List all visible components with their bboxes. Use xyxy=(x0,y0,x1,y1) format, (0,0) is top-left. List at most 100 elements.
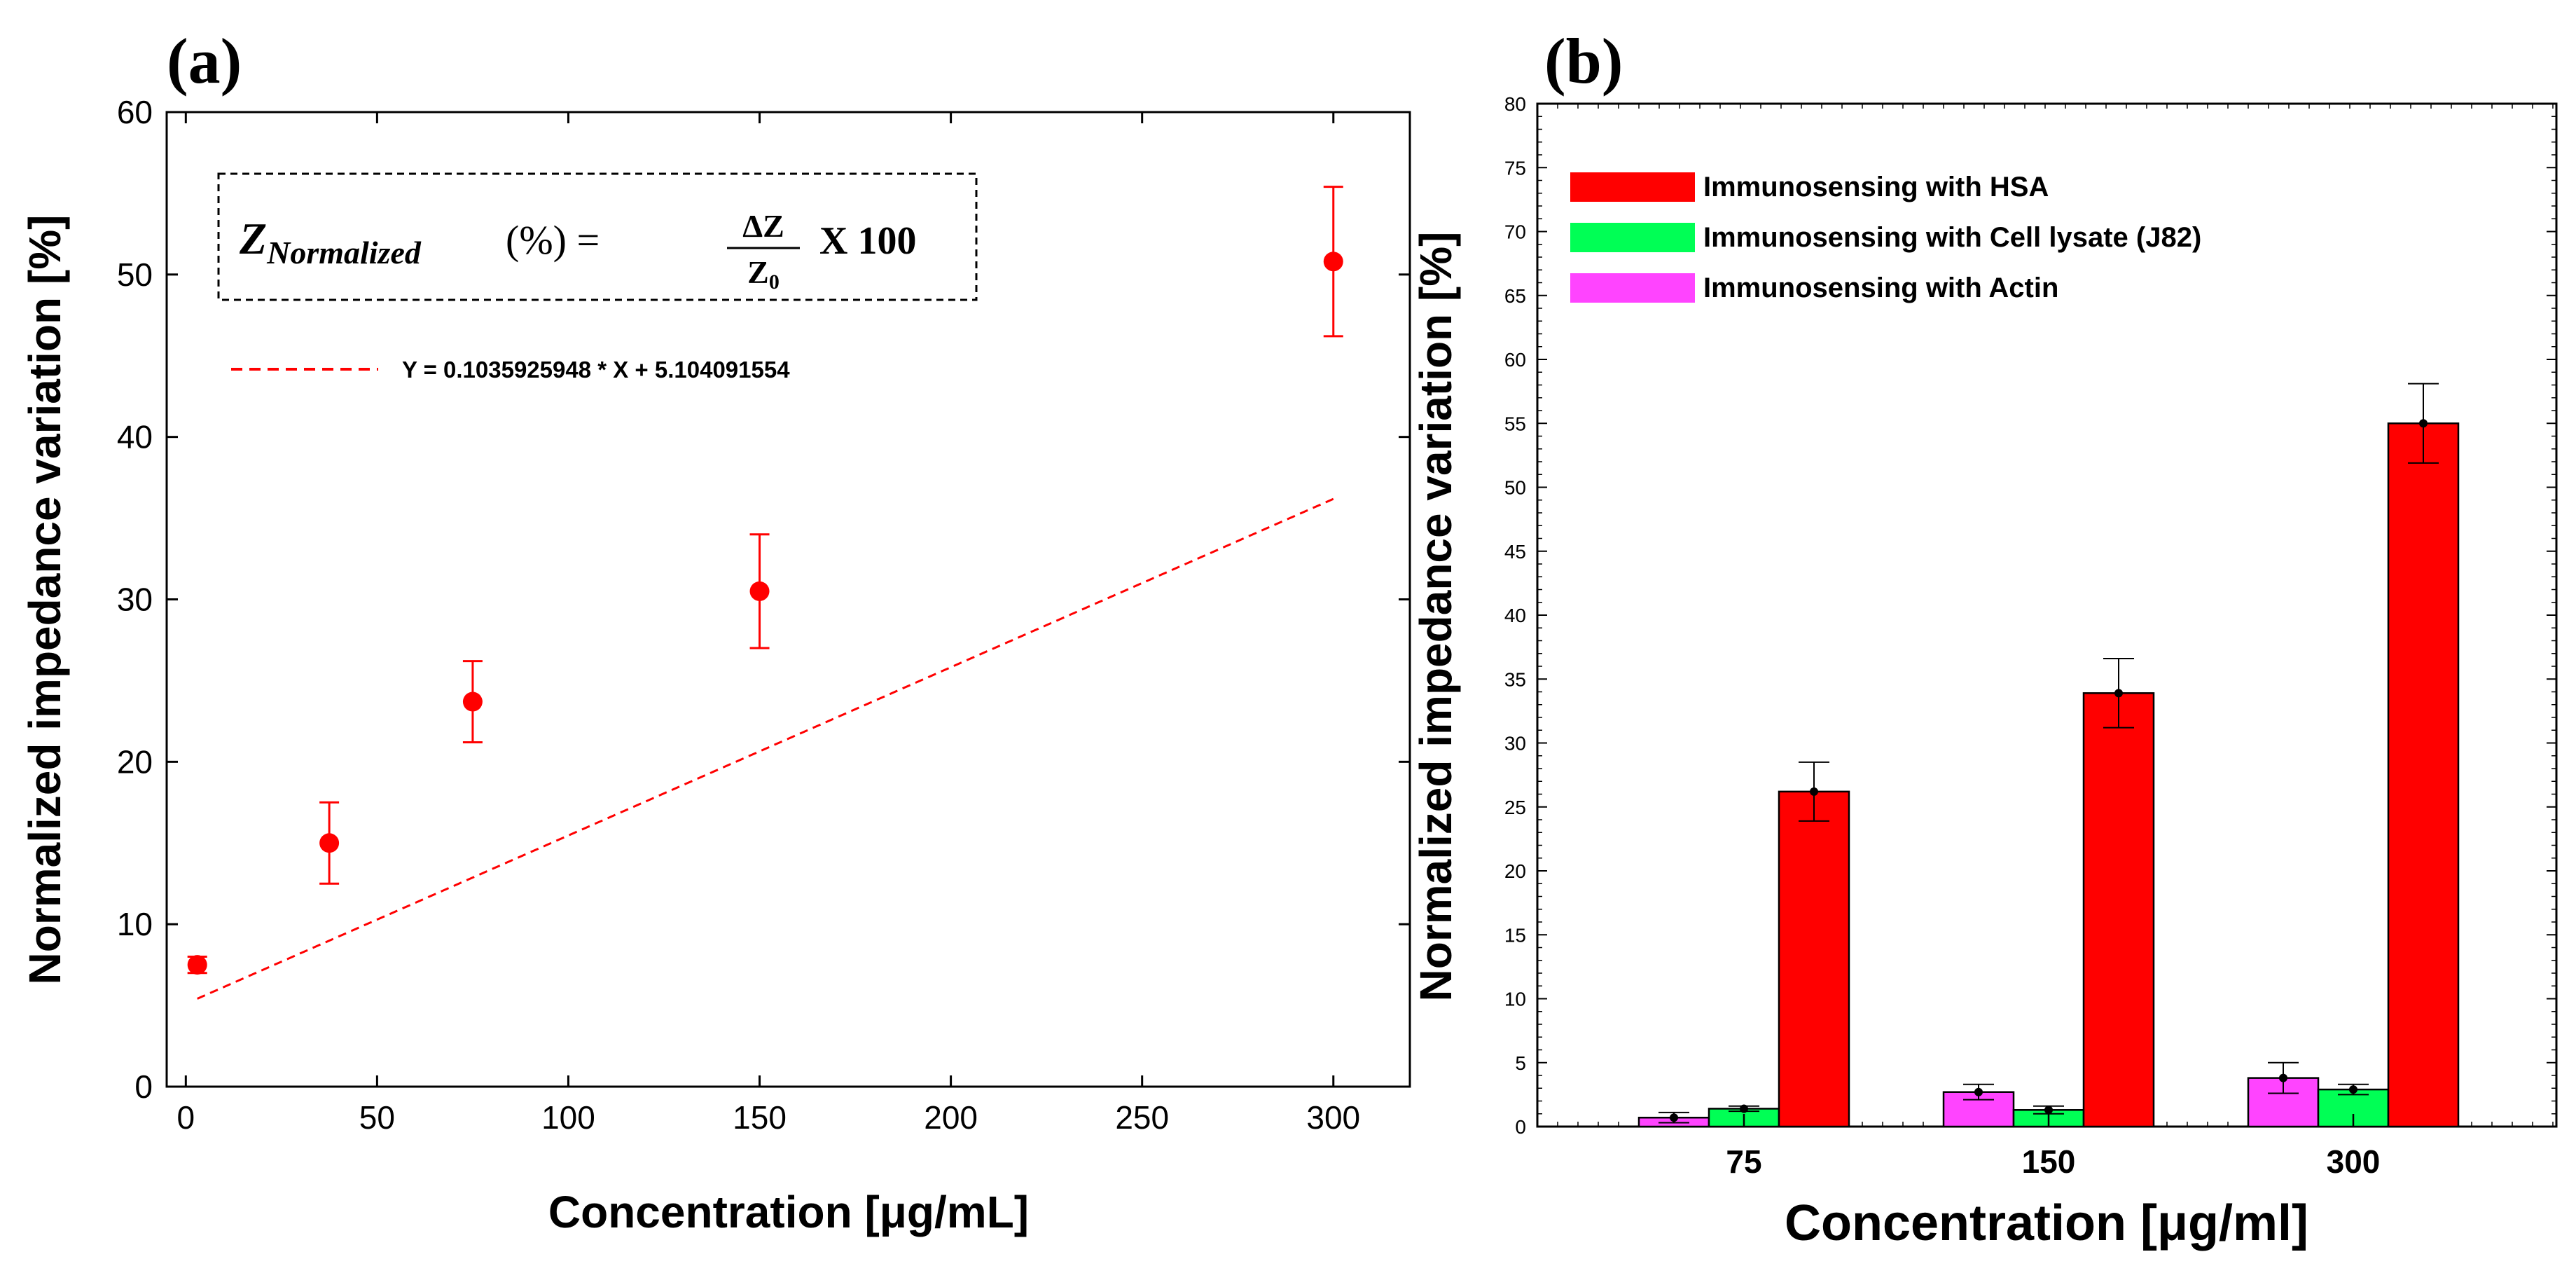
x-tick-label: 250 xyxy=(1115,1099,1169,1136)
panel-b: (b) 0 5 10 15 20 25 30 35 40 45 50 55 60 65 70 75 80 75 1… xyxy=(1411,25,2558,1251)
legend-swatch xyxy=(1570,273,1695,303)
formula-numerator: ΔZ xyxy=(742,208,784,244)
formula-box-border xyxy=(217,172,978,301)
bar xyxy=(2387,422,2460,1128)
y-tick-label: 30 xyxy=(117,582,153,618)
x-category-label: 150 xyxy=(2022,1143,2076,1180)
bar xyxy=(2082,692,2155,1128)
panel-b-bars xyxy=(1637,383,2460,1128)
y-tick-label: 50 xyxy=(1504,477,1526,499)
panel-a-data-points xyxy=(187,186,1343,975)
y-tick-label: 50 xyxy=(117,256,153,293)
bar xyxy=(1778,790,1850,1128)
panel-b-x-categories: 75 150 300 xyxy=(1726,1114,2380,1180)
x-tick-label: 150 xyxy=(733,1099,787,1136)
y-tick-label: 35 xyxy=(1504,668,1526,690)
formula-lhs-main: Z xyxy=(239,214,267,263)
formula-denominator-main: Z xyxy=(747,254,769,290)
fit-legend: Y = 0.1035925948 * X + 5.104091554 xyxy=(231,357,790,383)
bar-mean-marker xyxy=(2114,689,2123,698)
data-point xyxy=(462,660,483,744)
x-tick-label: 200 xyxy=(924,1099,978,1136)
data-point xyxy=(319,801,340,885)
bar-mean-marker xyxy=(1740,1104,1748,1113)
point-marker xyxy=(319,833,340,853)
y-tick-label: 60 xyxy=(1504,349,1526,371)
y-tick-label: 25 xyxy=(1504,797,1526,818)
panel-a-label: (a) xyxy=(167,25,242,97)
formula-multiplier: X 100 xyxy=(819,219,916,263)
x-tick-label: 0 xyxy=(177,1099,195,1136)
x-tick-label: 300 xyxy=(1306,1099,1360,1136)
y-tick-label: 20 xyxy=(1504,860,1526,882)
panel-b-y-ticks: 0 5 10 15 20 25 30 35 40 45 50 55 60 65 70 75 80 xyxy=(1504,93,2556,1138)
y-tick-label: 0 xyxy=(134,1068,153,1105)
bar-group-item xyxy=(2247,1061,2320,1128)
bar-group-item xyxy=(2317,1083,2390,1128)
fit-line xyxy=(197,497,1334,1000)
panel-b-legend: Immunosensing with HSA Immunosensing with… xyxy=(1570,172,2201,303)
y-tick-label: 10 xyxy=(117,906,153,942)
y-tick-label: 40 xyxy=(117,419,153,455)
data-point xyxy=(749,533,770,649)
bar-group-item xyxy=(1942,1083,2015,1128)
x-tick-label: 50 xyxy=(359,1099,395,1136)
y-tick-label: 20 xyxy=(117,743,153,780)
panel-b-y-axis-title: Normalized impedance variation [%] xyxy=(1411,232,1461,1002)
formula-denominator: Z0 xyxy=(747,254,780,294)
bar-mean-marker xyxy=(1974,1087,1983,1096)
y-tick-label: 60 xyxy=(117,94,153,130)
point-marker xyxy=(749,581,770,601)
formula-lhs-sub: Normalized xyxy=(266,235,422,270)
legend-swatch xyxy=(1570,172,1695,202)
y-tick-label: 70 xyxy=(1504,221,1526,243)
x-tick-label: 100 xyxy=(541,1099,595,1136)
bar-mean-marker xyxy=(2044,1106,2053,1115)
formula-box: ZNormalized (%) = ΔZ Z0 X 100 xyxy=(217,172,978,301)
bar-mean-marker xyxy=(2349,1085,2357,1094)
panel-a-x-ticks: 0 50 100 150 200 250 300 xyxy=(177,112,1360,1136)
y-tick-label: 55 xyxy=(1504,413,1526,434)
point-marker xyxy=(462,692,483,712)
formula-denominator-sub: 0 xyxy=(769,270,780,294)
panel-b-x-axis-title: Concentration [μg/ml] xyxy=(1785,1195,2308,1251)
legend-item: Immunosensing with Cell lysate (J82) xyxy=(1570,222,2201,253)
y-tick-label: 5 xyxy=(1515,1052,1526,1074)
legend-item: Immunosensing with Actin xyxy=(1570,273,2058,303)
data-point xyxy=(187,955,207,975)
legend-label: Immunosensing with HSA xyxy=(1703,172,2049,202)
y-tick-label: 65 xyxy=(1504,285,1526,307)
bar-group-item xyxy=(2387,383,2460,1128)
y-tick-label: 75 xyxy=(1504,157,1526,179)
panel-b-label: (b) xyxy=(1544,25,1623,97)
formula-lhs: ZNormalized xyxy=(239,214,422,270)
bar-mean-marker xyxy=(2419,419,2428,428)
panel-a-x-axis-title: Concentration [μg/mL] xyxy=(548,1187,1029,1237)
bar-mean-marker xyxy=(1810,787,1818,796)
bar-mean-marker xyxy=(2279,1073,2287,1082)
y-tick-label: 80 xyxy=(1504,93,1526,115)
y-tick-label: 40 xyxy=(1504,605,1526,626)
point-marker xyxy=(187,955,207,975)
y-tick-label: 30 xyxy=(1504,733,1526,755)
bar-mean-marker xyxy=(1670,1113,1678,1122)
point-marker xyxy=(1323,252,1343,272)
panel-a-y-axis-title: Normalized impedance variation [%] xyxy=(20,215,70,985)
legend-swatch xyxy=(1570,223,1695,252)
y-tick-label: 45 xyxy=(1504,541,1526,563)
y-tick-label: 10 xyxy=(1504,989,1526,1010)
x-category-label: 300 xyxy=(2327,1143,2381,1180)
legend-label: Immunosensing with Actin xyxy=(1703,273,2058,303)
y-tick-label: 15 xyxy=(1504,924,1526,946)
formula-lhs-paren: (%) = xyxy=(506,217,600,263)
legend-item: Immunosensing with HSA xyxy=(1570,172,2049,202)
legend-label: Immunosensing with Cell lysate (J82) xyxy=(1703,222,2201,253)
y-tick-label: 0 xyxy=(1515,1116,1526,1138)
panel-a-fit-line xyxy=(197,497,1334,1000)
x-category-label: 75 xyxy=(1726,1143,1761,1180)
panel-a-y-ticks: 0 10 20 30 40 50 60 xyxy=(117,94,1410,1105)
fit-legend-label: Y = 0.1035925948 * X + 5.104091554 xyxy=(402,357,790,383)
bar-group-item xyxy=(1778,761,1850,1128)
